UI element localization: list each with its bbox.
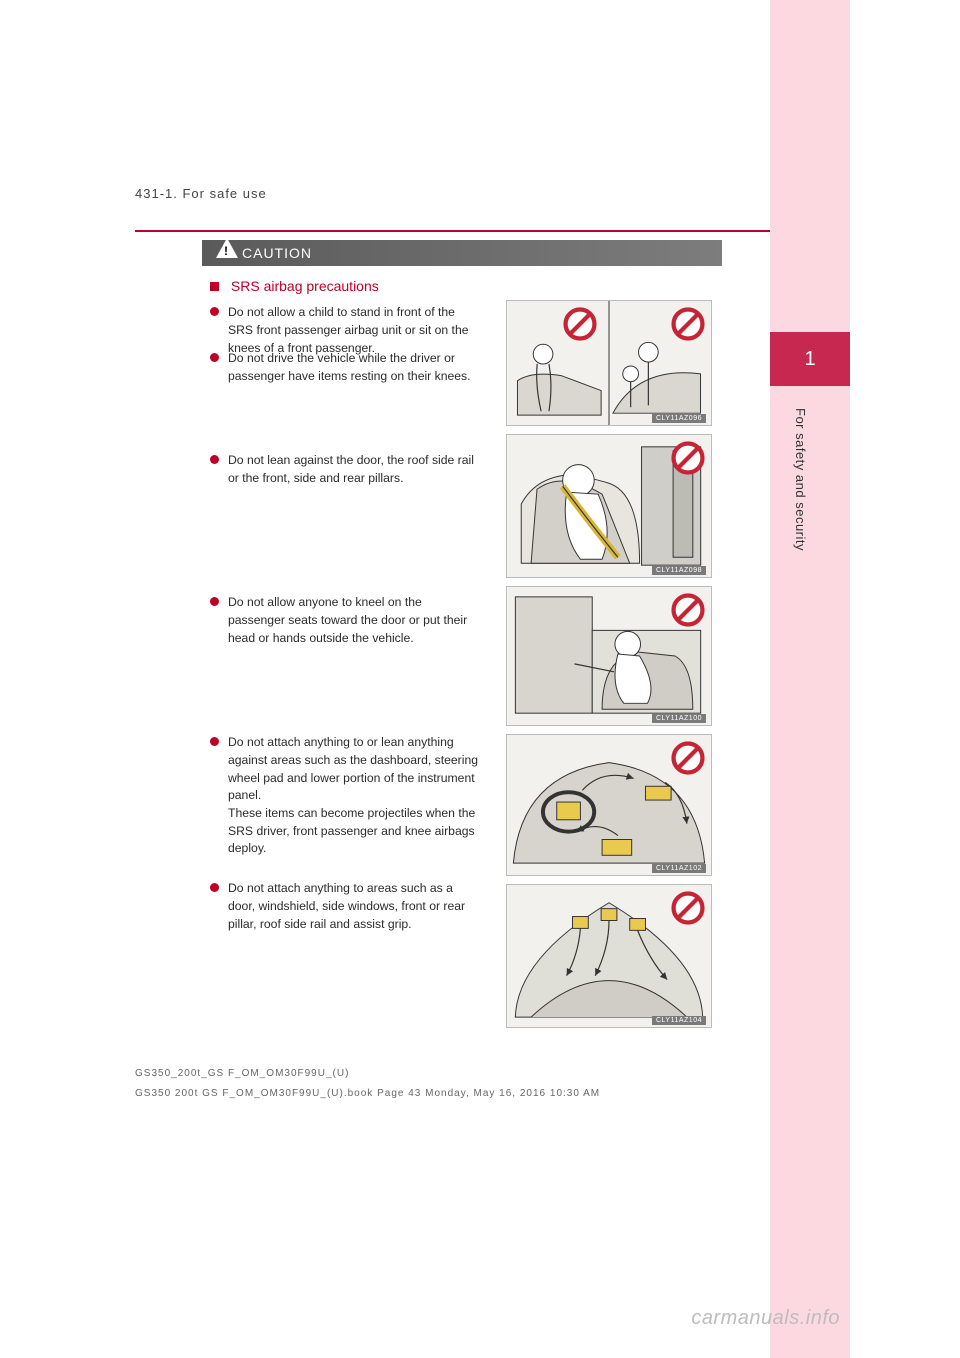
section-label: For safety and security (793, 408, 808, 551)
figure-column: CLY11AZ096 CLY11AZ098 CLY11AZ100 (506, 300, 712, 1036)
page-number: 431-1. For safe use (135, 186, 267, 201)
prohibit-icon (671, 441, 705, 475)
page: 431-1. For safe use 1 For safety and sec… (0, 0, 960, 1358)
square-icon (210, 282, 219, 291)
section-tab: 1 (770, 332, 850, 386)
prohibit-icon (671, 741, 705, 775)
footer-fine-print: GS350 200t GS F_OM_OM30F99U_(U).book Pag… (135, 1088, 600, 1099)
bullet-item: Do not drive the vehicle while the drive… (210, 350, 480, 385)
watermark: carmanuals.info (691, 1307, 840, 1330)
prohibit-icon (671, 307, 705, 341)
section-number: 1 (804, 348, 815, 371)
figure: CLY11AZ096 (506, 300, 712, 426)
figure: CLY11AZ102 (506, 734, 712, 876)
section-title: SRS airbag precautions (210, 276, 705, 296)
figure-label: CLY11AZ096 (652, 414, 706, 423)
figure-label: CLY11AZ100 (652, 714, 706, 723)
footer-fine-print: GS350_200t_GS F_OM_OM30F99U_(U) (135, 1068, 349, 1079)
figure: CLY11AZ104 (506, 884, 712, 1028)
page-header: 431-1. For safe use (135, 186, 700, 201)
bullet-item: Do not attach anything to areas such as … (210, 880, 480, 933)
bullet-item: Do not attach anything to or lean anythi… (210, 734, 480, 858)
caution-bar: CAUTION (202, 240, 722, 266)
figure: CLY11AZ098 (506, 434, 712, 578)
section-title-text: SRS airbag precautions (231, 278, 379, 294)
prohibit-icon (671, 593, 705, 627)
bullet-item: Do not lean against the door, the roof s… (210, 452, 480, 487)
prohibit-icon (671, 891, 705, 925)
figure: CLY11AZ100 (506, 586, 712, 726)
warning-icon-bang: ! (224, 244, 228, 258)
figure-label: CLY11AZ098 (652, 566, 706, 575)
caution-label: CAUTION (242, 245, 312, 261)
bullet-item: Do not allow anyone to kneel on the pass… (210, 594, 480, 647)
header-rule (135, 230, 795, 232)
figure-label: CLY11AZ104 (652, 1016, 706, 1025)
prohibit-icon (563, 307, 597, 341)
figure-label: CLY11AZ102 (652, 864, 706, 873)
sidebar-thumb-region (770, 0, 850, 1358)
